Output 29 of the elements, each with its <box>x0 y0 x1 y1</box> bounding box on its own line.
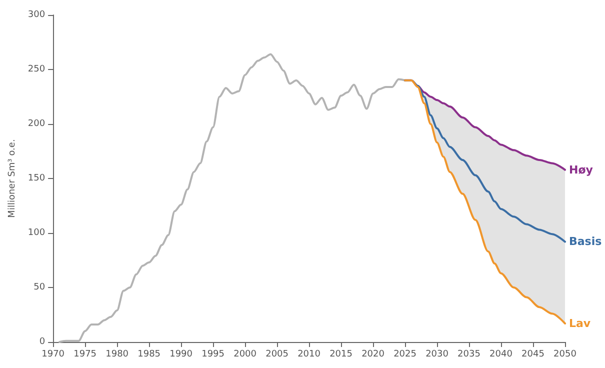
x-tick-label: 2050 <box>554 350 577 360</box>
x-tick-label: 2040 <box>490 350 513 360</box>
x-tick-label: 2015 <box>330 350 352 360</box>
y-tick-label: 50 <box>34 282 46 292</box>
x-tick-label: 2010 <box>298 350 321 360</box>
x-tick-label: 1975 <box>74 350 97 360</box>
x-tick-label: 1985 <box>138 350 161 360</box>
y-tick-label: 0 <box>39 337 46 347</box>
y-tick-label: 300 <box>28 10 46 20</box>
x-tick-label: 2005 <box>266 350 288 360</box>
series-label: Basis <box>569 235 602 248</box>
y-tick-label: 200 <box>28 119 46 129</box>
series-label: Lav <box>569 316 592 330</box>
x-tick-label: 2000 <box>234 350 257 360</box>
x-tick-label: 2025 <box>394 350 416 360</box>
x-tick-label: 2030 <box>426 350 449 360</box>
x-tick-label: 2020 <box>362 350 385 360</box>
x-tick-label: 1995 <box>202 350 225 360</box>
x-tick-label: 1980 <box>106 350 129 360</box>
x-tick-label: 2035 <box>458 350 480 360</box>
series-label: Høy <box>569 163 593 176</box>
x-tick-label: 1990 <box>170 350 193 360</box>
y-tick-label: 150 <box>28 174 46 184</box>
y-tick-label: 250 <box>28 64 46 74</box>
y-axis-title: Millioner Sm³ o.e. <box>8 139 18 218</box>
y-tick-label: 100 <box>28 228 46 238</box>
line-series <box>58 53 406 343</box>
x-tick-label: 2045 <box>522 350 544 360</box>
x-tick-label: 1970 <box>42 350 65 360</box>
